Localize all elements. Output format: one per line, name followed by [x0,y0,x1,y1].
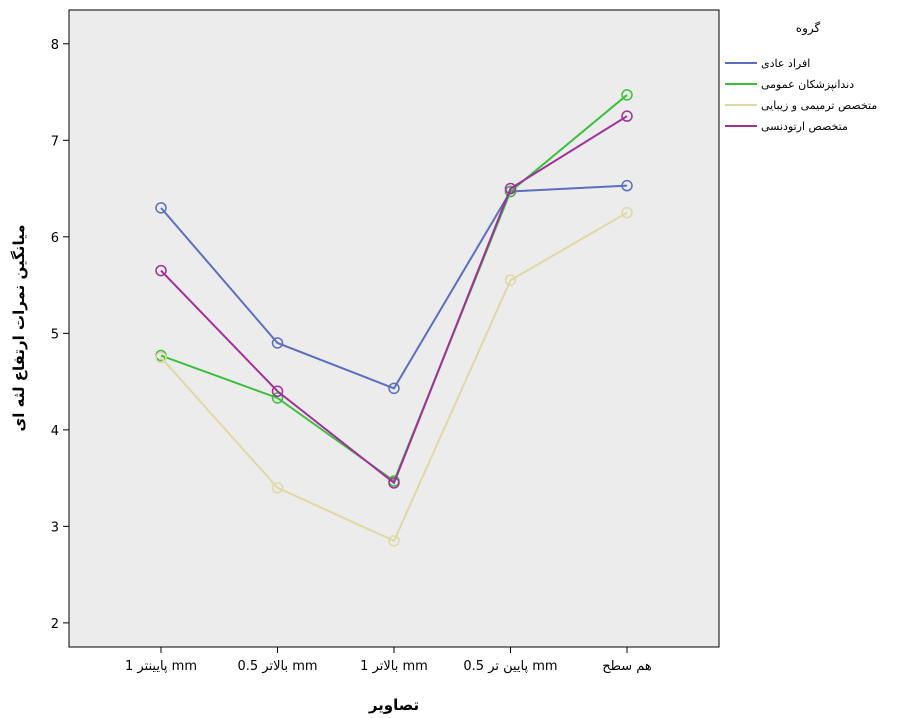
data-point [271,392,284,404]
data-point [504,274,517,286]
y-tick-label: 7 [51,134,59,149]
data-point [621,206,633,219]
data-point [155,351,167,364]
data-point [271,337,284,349]
y-tick-label: 6 [51,231,59,246]
y-tick-label: 5 [51,327,59,342]
series-3 [155,110,633,489]
data-point [388,382,400,395]
data-point [388,535,400,547]
legend-title: گروه [796,21,821,36]
x-tick-label: پایینتر 1 mm [125,659,197,674]
series-layer [155,89,633,547]
x-tick-label: بالاتر 1 mm [360,659,428,674]
data-point [271,482,284,494]
legend-items: افراد عادی دندانپزشکان عمومی متخصص ترمیمی … [725,57,877,133]
legend-label: افراد عادی [761,57,810,70]
data-point [621,179,633,192]
y-axis-title: میانگین نمرات ارتفاع لثه ای [10,225,28,432]
data-point [504,182,517,195]
legend-label: متخصص ارتودنسی [761,120,848,133]
y-axis: 2 3 4 5 6 7 8 [51,38,69,632]
y-tick-label: 2 [51,617,59,632]
x-axis-title: تصاویر [368,696,419,714]
data-point [621,110,633,122]
y-tick-label: 4 [51,424,59,439]
data-point [271,385,284,397]
x-tick-label: بالاتر 0.5 mm [237,659,317,674]
data-point [388,477,400,489]
x-tick-label: پایین تر 0.5 mm [463,659,557,674]
data-point [155,202,167,214]
series-line [160,115,628,485]
series-2 [155,206,633,547]
series-line [160,211,628,543]
legend-label: متخصص ترمیمی و زیبایی [761,99,877,112]
x-axis: پایینتر 1 mm بالاتر 0.5 mm بالاتر 1 mm پایی… [125,647,652,674]
y-tick-label: 8 [51,38,59,53]
x-tick-label: هم سطح [602,659,652,674]
legend: گروه افراد عادی دندانپزشکان عمومی متخصص تر… [725,21,877,133]
plot-area [68,9,720,648]
series-line [160,184,628,390]
legend-label: دندانپزشکان عمومی [761,78,854,91]
data-point [621,89,633,101]
data-point [504,185,517,198]
y-tick-label: 3 [51,520,59,535]
data-point [155,264,167,277]
